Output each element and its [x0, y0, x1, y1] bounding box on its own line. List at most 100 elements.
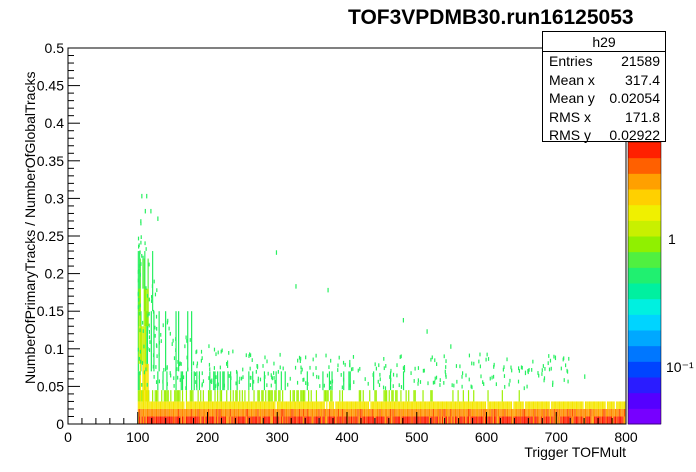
stats-row-rms-y: RMS y 0.02922: [543, 126, 665, 145]
y-tick-label: 0.05: [37, 378, 64, 394]
heat-cell: [502, 367, 504, 372]
heat-cell: [317, 401, 319, 409]
heat-cell: [461, 384, 463, 389]
heat-cell: [139, 401, 141, 409]
x-tick-label: 600: [475, 429, 499, 445]
heat-cell: [232, 349, 234, 354]
heat-cell: [276, 401, 279, 409]
heat-cell: [405, 408, 407, 417]
heat-cell: [530, 416, 532, 424]
heat-cell: [436, 401, 438, 409]
heat-cell: [452, 401, 454, 409]
heat-cell: [158, 416, 160, 424]
heat-cell: [484, 401, 487, 409]
heat-cell: [311, 401, 314, 409]
heat-cell: [230, 408, 232, 417]
heat-cell: [249, 416, 251, 424]
heat-cell: [172, 408, 175, 417]
heat-cell: [271, 376, 274, 381]
heat-cell: [445, 365, 447, 369]
heat-cell: [389, 375, 391, 379]
heat-cell: [492, 374, 495, 379]
heat-cell: [173, 376, 175, 381]
heat-cell: [486, 352, 488, 357]
heat-cell: [235, 401, 237, 409]
heat-cell: [299, 359, 301, 364]
heat-cell: [250, 353, 252, 358]
heat-cell: [553, 416, 555, 424]
heat-cell: [315, 408, 318, 417]
heat-cell: [236, 371, 238, 391]
heat-cell: [289, 390, 292, 402]
heat-cell: [349, 401, 351, 409]
heat-cell: [155, 380, 158, 384]
heat-cell: [388, 401, 390, 409]
heat-cell: [361, 401, 363, 409]
x-tick-label: 800: [614, 429, 638, 445]
heat-cell: [419, 380, 422, 384]
heat-cell: [599, 416, 601, 424]
heat-cell: [321, 401, 323, 409]
heat-cell: [574, 416, 576, 424]
heat-cell: [279, 352, 281, 357]
heat-cell: [450, 344, 452, 349]
heat-cell: [269, 408, 271, 417]
heat-cell: [496, 408, 498, 417]
heat-cell: [139, 326, 141, 364]
heat-cell: [500, 401, 502, 409]
heat-cell: [487, 390, 489, 402]
heat-cell: [178, 408, 180, 417]
heat-cell: [347, 416, 349, 424]
heat-cell: [271, 390, 273, 402]
heat-cell: [230, 376, 232, 381]
heat-cell: [479, 408, 481, 417]
heat-cell: [332, 408, 334, 417]
heat-cell: [592, 401, 594, 409]
heat-cell: [475, 416, 477, 424]
heat-cell: [214, 408, 216, 417]
heat-cell: [495, 401, 497, 409]
heat-cell: [265, 408, 267, 417]
heat-cell: [149, 416, 151, 424]
heat-cell: [189, 401, 191, 409]
heat-cell: [248, 390, 250, 402]
heat-cell: [464, 408, 466, 417]
heat-cell: [547, 408, 549, 417]
heat-cell: [362, 416, 364, 424]
heat-cell: [575, 408, 578, 417]
palette-swatch: [628, 330, 661, 347]
heat-cell: [210, 416, 212, 424]
heat-cell: [241, 401, 243, 409]
heat-cell: [522, 416, 524, 424]
heat-cell: [427, 401, 429, 409]
heat-cell: [277, 369, 279, 374]
heat-cell: [361, 408, 363, 417]
heat-cell: [399, 401, 401, 409]
heat-cell: [261, 408, 263, 417]
heat-cell: [257, 408, 259, 417]
heat-cell: [426, 408, 428, 417]
heat-cell: [308, 408, 310, 417]
heat-cell: [587, 408, 589, 417]
heat-cell: [439, 408, 441, 417]
heat-cell: [383, 357, 385, 361]
heat-cell: [262, 401, 264, 409]
heat-cell: [564, 401, 566, 409]
heat-cell: [216, 382, 218, 387]
heat-cell: [168, 326, 170, 331]
heat-cell: [161, 390, 163, 402]
heat-cell: [402, 366, 405, 371]
heat-cell: [423, 401, 425, 409]
heat-cell: [177, 360, 179, 364]
heat-cell: [413, 416, 415, 424]
palette-swatch: [628, 377, 661, 394]
heat-cell: [389, 416, 392, 424]
heat-cell: [534, 416, 536, 424]
heat-cell: [382, 408, 384, 417]
heat-cell: [269, 401, 271, 409]
heat-cell: [383, 416, 385, 424]
heat-cell: [144, 208, 146, 214]
heat-cell: [519, 408, 522, 417]
heat-cell: [263, 371, 266, 391]
heat-cell: [200, 358, 202, 363]
